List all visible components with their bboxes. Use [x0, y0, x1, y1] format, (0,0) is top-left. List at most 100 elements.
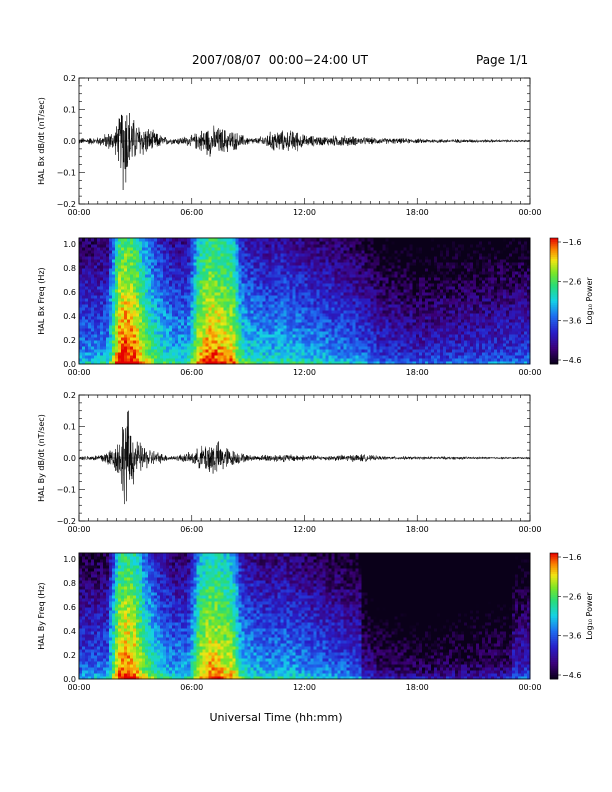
heatmap-cell: [100, 247, 104, 251]
heatmap-cell: [145, 328, 149, 332]
heatmap-cell: [202, 286, 206, 290]
heatmap-cell: [175, 250, 179, 254]
heatmap-cell: [319, 304, 323, 308]
heatmap-cell: [322, 274, 326, 278]
heatmap-cell: [244, 253, 248, 257]
heatmap-cell: [100, 313, 104, 317]
heatmap-cell: [223, 322, 227, 326]
heatmap-cell: [244, 262, 248, 266]
heatmap-cell: [238, 358, 242, 362]
heatmap-cell: [277, 319, 281, 323]
heatmap-cell: [97, 262, 101, 266]
heatmap-cell: [361, 238, 365, 242]
heatmap-cell: [400, 286, 405, 290]
heatmap-cell: [268, 265, 272, 269]
heatmap-cell: [190, 244, 194, 248]
heatmap-cell: [364, 310, 368, 314]
heatmap-cell: [139, 349, 143, 353]
heatmap-cell: [283, 301, 287, 305]
heatmap-cell: [361, 292, 365, 296]
heatmap-cell: [409, 355, 414, 359]
heatmap-cell: [85, 265, 89, 269]
heatmap-cell: [181, 277, 185, 281]
heatmap-cell: [352, 241, 356, 245]
heatmap-cell: [229, 340, 233, 344]
heatmap-cell: [136, 325, 140, 329]
heatmap-cell: [196, 346, 200, 350]
heatmap-cell: [319, 325, 323, 329]
heatmap-cell: [229, 256, 233, 260]
heatmap-cell: [187, 268, 191, 272]
heatmap-cell: [142, 268, 146, 272]
heatmap-cell: [373, 340, 377, 344]
heatmap-cell: [397, 244, 402, 248]
heatmap-cell: [184, 325, 188, 329]
heatmap-cell: [370, 301, 374, 305]
heatmap-cell: [292, 271, 296, 275]
heatmap-cell: [349, 250, 353, 254]
heatmap-cell: [325, 259, 329, 263]
heatmap-cell: [370, 319, 374, 323]
heatmap-cell: [79, 247, 83, 251]
heatmap-cell: [178, 265, 182, 269]
heatmap-cell: [346, 340, 350, 344]
heatmap-cell: [244, 238, 248, 242]
heatmap-cell: [154, 322, 158, 326]
heatmap-cell: [124, 334, 128, 338]
heatmap-cell: [412, 358, 417, 362]
heatmap-cell: [394, 250, 399, 254]
heatmap-cell: [238, 322, 242, 326]
heatmap-cell: [244, 250, 248, 254]
heatmap-cell: [184, 250, 188, 254]
heatmap-cell: [334, 343, 338, 347]
heatmap-cell: [184, 262, 188, 266]
heatmap-cell: [340, 241, 344, 245]
heatmap-cell: [184, 280, 188, 284]
heatmap-cell: [343, 295, 347, 299]
heatmap-cell: [340, 304, 344, 308]
heatmap-cell: [271, 301, 275, 305]
heatmap-cell: [298, 292, 302, 296]
heatmap-cell: [259, 247, 263, 251]
heatmap-cell: [268, 268, 272, 272]
heatmap-cell: [391, 361, 395, 365]
heatmap-cell: [238, 274, 242, 278]
heatmap-cell: [217, 253, 221, 257]
heatmap-cell: [229, 346, 233, 350]
heatmap-cell: [403, 262, 408, 266]
heatmap-cell: [205, 313, 209, 317]
heatmap-cell: [382, 313, 386, 317]
heatmap-cell: [94, 304, 98, 308]
heatmap-cell: [346, 304, 350, 308]
heatmap-cell: [121, 322, 125, 326]
heatmap-cell: [331, 340, 335, 344]
heatmap-cell: [361, 316, 365, 320]
heatmap-cell: [283, 316, 287, 320]
heatmap-cell: [379, 301, 383, 305]
heatmap-cell: [187, 352, 191, 356]
heatmap-cell: [310, 352, 314, 356]
heatmap-cell: [328, 355, 332, 359]
heatmap-cell: [262, 262, 266, 266]
heatmap-cell: [292, 355, 296, 359]
heatmap-cell: [154, 340, 158, 344]
heatmap-cell: [313, 289, 317, 293]
heatmap-cell: [304, 262, 308, 266]
heatmap-cell: [184, 310, 188, 314]
heatmap-cell: [253, 310, 257, 314]
heatmap-cell: [229, 268, 233, 272]
heatmap-cell: [307, 331, 311, 335]
heatmap-cell: [271, 343, 275, 347]
heatmap-cell: [346, 337, 350, 341]
heatmap-cell: [289, 307, 293, 311]
heatmap-cell: [82, 292, 86, 296]
heatmap-cell: [181, 328, 185, 332]
heatmap-cell: [85, 280, 89, 284]
heatmap-cell: [154, 277, 158, 281]
heatmap-cell: [247, 310, 251, 314]
heatmap-cell: [346, 268, 350, 272]
heatmap-cell: [292, 349, 296, 353]
heatmap-cell: [268, 313, 272, 317]
heatmap-cell: [103, 355, 107, 359]
heatmap-cell: [388, 346, 392, 350]
